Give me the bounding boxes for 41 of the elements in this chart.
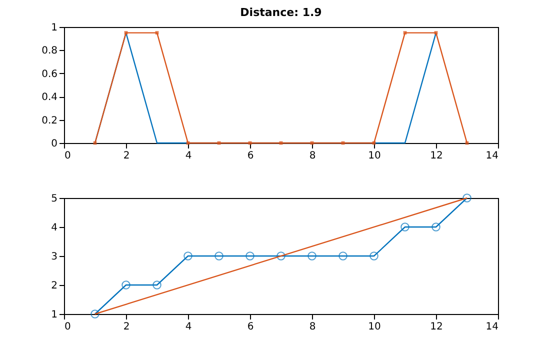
x-tick-label: 6 xyxy=(247,150,254,162)
x-tick-label: 2 xyxy=(123,150,130,162)
point xyxy=(90,310,100,318)
point xyxy=(246,252,254,260)
x-tick-label: 10 xyxy=(368,150,381,162)
y-tick-label: 1 xyxy=(51,22,58,34)
x-tick-label: 14 xyxy=(486,322,498,332)
point xyxy=(214,252,224,260)
point xyxy=(184,252,192,260)
point xyxy=(152,280,162,290)
x-tick-label: 0 xyxy=(64,322,71,332)
point xyxy=(308,252,316,260)
x-tick-label: 8 xyxy=(309,150,316,162)
point xyxy=(432,222,440,232)
y-tick-label: 5 xyxy=(51,194,58,204)
chart-title: Distance: 1.9 xyxy=(240,6,322,19)
y-tick-label: 3 xyxy=(51,252,58,262)
point xyxy=(276,252,286,260)
x-tick-label: 10 xyxy=(368,322,381,332)
y-tick-label: 0.6 xyxy=(42,68,58,80)
point xyxy=(370,252,378,260)
point xyxy=(122,280,130,290)
x-tick-label: 12 xyxy=(430,322,443,332)
point xyxy=(338,252,348,260)
x-tick-label: 2 xyxy=(123,322,130,332)
x-tick-label: 8 xyxy=(309,322,316,332)
y-tick-label: 4 xyxy=(51,222,58,234)
x-tick-label: 4 xyxy=(185,150,192,162)
x-tick-label: 14 xyxy=(486,150,498,162)
point xyxy=(400,222,410,232)
x-tick-label: 6 xyxy=(247,322,254,332)
point xyxy=(462,194,472,202)
y-tick-label: 0 xyxy=(51,138,58,150)
x-tick-label: 4 xyxy=(185,322,192,332)
x-tick-label: 0 xyxy=(64,150,71,162)
x-tick-label: 12 xyxy=(430,150,443,162)
y-tick-label: 0.8 xyxy=(42,46,58,57)
y-tick-label: 0.4 xyxy=(42,92,58,104)
y-tick-label: 0.2 xyxy=(42,115,58,126)
y-tick-label: 2 xyxy=(51,280,58,292)
y-tick-label: 1 xyxy=(51,310,58,320)
